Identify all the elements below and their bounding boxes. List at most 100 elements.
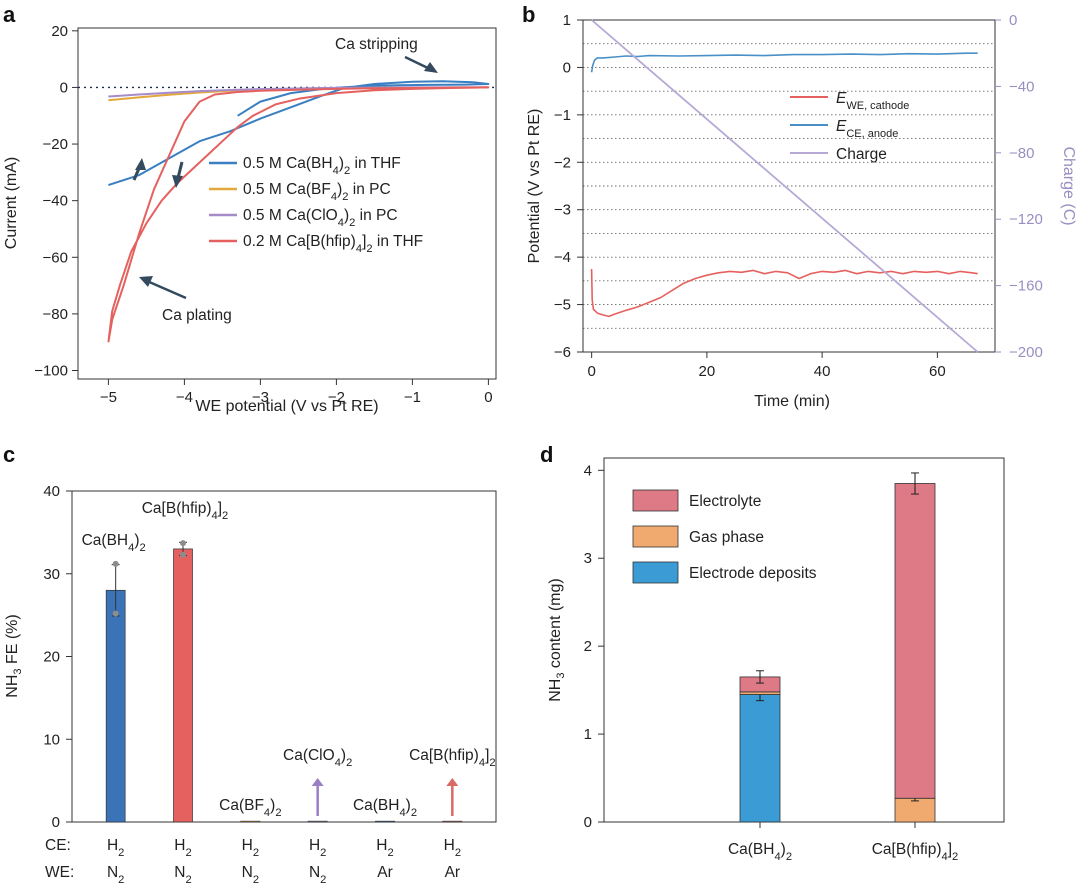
y-tick-label: −100 xyxy=(34,363,68,380)
we-label-2: N2 xyxy=(242,864,259,886)
we-label-5: Ar xyxy=(445,864,461,881)
legend-label-1: ECE, anode xyxy=(836,118,898,140)
legend-label-2: 0.5 M Ca(ClO4)2 in PC xyxy=(243,207,398,229)
y2-tick-label: −160 xyxy=(1009,278,1043,295)
y-tick-label: 3 xyxy=(584,550,592,567)
panel-b: b 0 20 40 60 1 0 −1 −2 −3 −4 −5 −6 0 −40 −80 −120 −160 −2… xyxy=(522,2,1077,410)
legend-label-2: Charge xyxy=(836,146,887,163)
stack-1-1 xyxy=(894,797,936,823)
bar-3 xyxy=(307,820,328,823)
panel-d-ylabel: NH3 content (mg) xyxy=(547,578,567,702)
bar-label-3: Ca(ClO4)2 xyxy=(283,747,352,769)
x-tick-label: −4 xyxy=(176,389,193,406)
legend-label-0: EWE, cathode xyxy=(836,90,909,112)
legend-label-3: 0.2 M Ca[B(hfip)4]2 in THF xyxy=(243,233,423,255)
y2-tick-label: 0 xyxy=(1009,12,1017,29)
y-tick-label: 20 xyxy=(43,649,60,666)
category-label-1: Ca[B(hfip)4]2 xyxy=(872,841,959,863)
panel-c-bars: Ca(BH4)2 Ca[B(hfip)4]2 Ca(BF4)2 Ca(ClO4)2 Ca… xyxy=(82,500,496,823)
panel-a: a −5 −4 −3 −2 −1 0 20 0 −20 −40 −60 −80 −100 WE pote… xyxy=(3,2,497,415)
panel-c: c 0 10 20 30 40 Ca(BH4)2 Ca[B(hfip)4]2 Ca(BF4)… xyxy=(3,442,497,886)
panel-d-frame xyxy=(603,457,1005,823)
panel-b-y2label: Charge (C) xyxy=(1060,146,1077,225)
plating-arrow-head-icon xyxy=(139,276,153,287)
y-tick-label: −1 xyxy=(554,107,571,124)
panel-d-bars xyxy=(739,472,936,823)
y-tick-label: −20 xyxy=(43,136,68,153)
annotation-ca-stripping: Ca stripping xyxy=(335,36,418,53)
legend-label-1: Gas phase xyxy=(689,529,764,546)
y-tick-label: 20 xyxy=(51,23,68,40)
row-label-ce: CE: xyxy=(45,837,71,854)
bar-label-0: Ca(BH4)2 xyxy=(82,532,146,554)
y-tick-label: 4 xyxy=(584,462,592,479)
legend-label-0: Electrolyte xyxy=(689,493,761,510)
legend-swatch-2 xyxy=(632,561,679,584)
ce-label-2: H2 xyxy=(242,837,259,859)
legend-swatch-0 xyxy=(632,489,679,512)
panel-a-series xyxy=(107,80,490,343)
scan-direction-down-arrow xyxy=(176,161,184,179)
y2-tick-label: −200 xyxy=(1009,344,1043,361)
annotation-ca-plating: Ca plating xyxy=(162,307,232,324)
series-line-3 xyxy=(107,86,490,343)
panel-b-ylabel: Potential (V vs Pt RE) xyxy=(526,109,543,264)
panel-d-legend: Electrolyte Gas phase Electrode deposits xyxy=(632,489,817,584)
panel-b-frame xyxy=(582,19,996,353)
stack-1-2 xyxy=(894,483,936,799)
x-tick-label: 40 xyxy=(814,363,831,380)
scan-down-arrow-head-icon xyxy=(172,175,183,188)
x-tick-label: 20 xyxy=(699,363,716,380)
series-line-0 xyxy=(590,268,978,318)
category-label-0: Ca(BH4)2 xyxy=(728,841,792,863)
replicate-point-0-0 xyxy=(112,560,119,567)
y2-tick-label: −80 xyxy=(1009,145,1034,162)
bar-label-5: Ca[B(hfip)4]2 xyxy=(409,747,496,769)
panel-d: d 0 1 2 3 4 NH3 content (mg) Electrolyte Gas … xyxy=(540,442,1005,863)
plating-arrow-shaft xyxy=(146,279,187,300)
x-tick-label: −1 xyxy=(404,389,421,406)
x-tick-label: 0 xyxy=(587,363,595,380)
x-tick-label: −2 xyxy=(328,389,345,406)
y-tick-label: −5 xyxy=(554,297,571,314)
legend-label-1: 0.5 M Ca(BF4)2 in PC xyxy=(243,181,391,203)
bar-1 xyxy=(173,548,193,823)
we-label-3: N2 xyxy=(309,864,326,886)
ce-label-4: H2 xyxy=(376,837,393,859)
replicate-point-0-1 xyxy=(112,610,119,617)
panel-a-letter: a xyxy=(3,2,16,27)
y-tick-label: 0 xyxy=(60,79,68,96)
row-label-we: WE: xyxy=(45,864,74,881)
bar-4 xyxy=(375,820,395,823)
replicate-point-1-1 xyxy=(180,551,186,558)
panel-a-legend: 0.5 M Ca(BH4)2 in THF 0.5 M Ca(BF4)2 in P… xyxy=(209,155,423,255)
panel-b-reference-lines xyxy=(583,43,995,329)
we-label-1: N2 xyxy=(174,864,191,886)
panel-c-category-labels: H2 N2 H2 N2 H2 N2 H2 N2 H2 Ar H2 Ar xyxy=(107,837,461,886)
bar-2 xyxy=(240,820,261,823)
y-tick-label: 40 xyxy=(43,483,60,500)
y-tick-label: −3 xyxy=(554,202,571,219)
bar-label-4: Ca(BH4)2 xyxy=(353,797,417,819)
legend-swatch-1 xyxy=(632,525,679,548)
x-tick-label: 0 xyxy=(484,389,492,406)
replicate-point-1-0 xyxy=(180,540,186,547)
series-line-1 xyxy=(590,52,978,73)
y-tick-label: −4 xyxy=(554,249,571,266)
panel-a-ylabel: Current (mA) xyxy=(3,157,20,249)
we-label-4: Ar xyxy=(377,864,393,881)
upward-arrow-head-icon-5 xyxy=(446,778,459,786)
y-tick-label: 10 xyxy=(43,731,60,748)
bar-label-1: Ca[B(hfip)4]2 xyxy=(142,500,229,522)
bar-0 xyxy=(105,589,126,823)
stack-0-0 xyxy=(739,694,781,823)
y-tick-label: −6 xyxy=(554,344,571,361)
stripping-arrow-head-icon xyxy=(424,62,438,73)
panel-b-xlabel: Time (min) xyxy=(754,393,830,410)
panel-b-ticks: 0 20 40 60 1 0 −1 −2 −3 −4 −5 −6 0 −40 −80 −120 −160 −200 xyxy=(554,12,1043,380)
series-line-2 xyxy=(591,19,979,353)
panel-b-letter: b xyxy=(522,2,535,27)
scan-up-arrow-head-icon xyxy=(135,158,146,170)
panel-c-ylabel: NH3 FE (%) xyxy=(4,614,24,697)
panel-d-ticks: 0 1 2 3 4 xyxy=(584,462,916,831)
